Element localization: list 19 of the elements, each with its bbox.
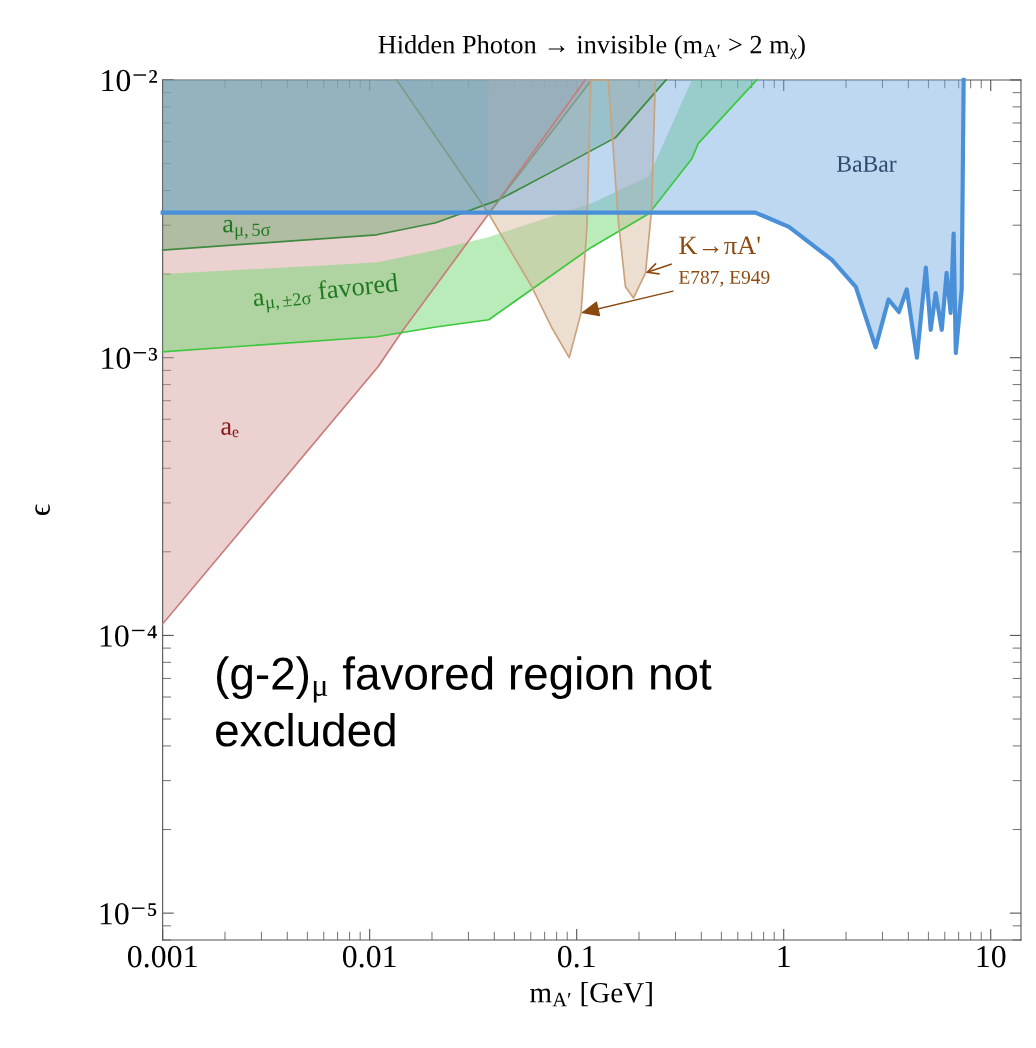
annotation: a$_{μ,±2σ}$ favored	[252, 272, 400, 314]
x-tick-label: 1	[778, 946, 790, 968]
annotation: K→πA'	[679, 236, 760, 255]
y-tick-label: 10⁻²	[102, 69, 158, 92]
x-axis-title: m$_{A′}$ [GeV]	[530, 982, 652, 1007]
y-axis-title: ϵ	[35, 504, 50, 516]
x-tick-label: 10	[977, 945, 1006, 968]
annotation: aₑ	[221, 422, 239, 438]
y-tick-label: 10⁻⁴	[100, 625, 157, 647]
annotation: a$_{μ,5σ}$	[223, 219, 271, 240]
annotation: BaBar	[837, 156, 897, 172]
y-tick-label: 10⁻³	[102, 347, 158, 370]
x-tick-label: 0.1	[557, 945, 595, 968]
chart-title: Hidden Photon → invisible (m$_{A′}$ > 2 mᵪ)	[378, 35, 805, 60]
y-tick-label: 10⁻⁵	[100, 902, 157, 925]
x-tick-label: 0.001	[127, 945, 197, 968]
annotation: E787, E949	[678, 270, 770, 287]
annotation: (g-2)$_{μ}$ favored region not excluded	[216, 656, 712, 747]
x-tick-label: 0.01	[342, 945, 396, 968]
